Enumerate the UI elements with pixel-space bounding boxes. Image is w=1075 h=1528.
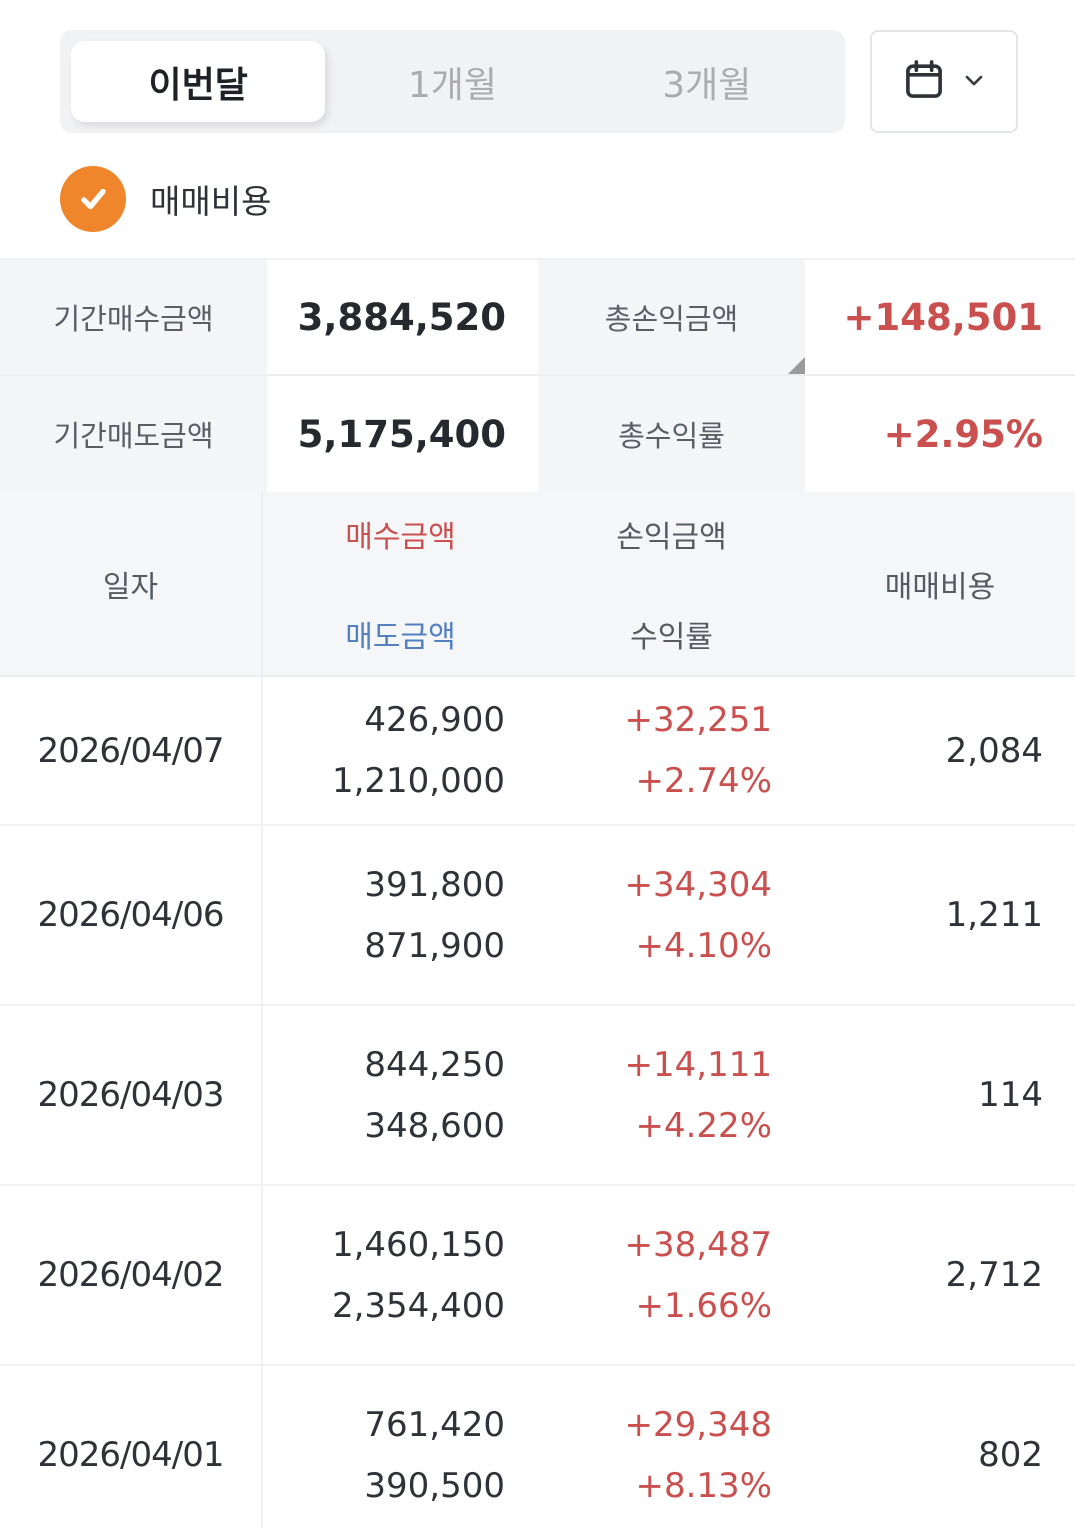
row-pl-amount: +38,487 bbox=[624, 1224, 772, 1265]
header-pl-label: 손익금액 bbox=[616, 519, 727, 555]
row-fee: 802 bbox=[978, 1435, 1043, 1475]
header-buy-sell: 매수금액 매도금액 bbox=[263, 492, 538, 675]
row-buy-amount: 844,250 bbox=[364, 1044, 505, 1085]
row-profit: +29,348 +8.13% bbox=[538, 1366, 805, 1528]
chevron-down-icon bbox=[960, 66, 988, 98]
row-profit: +14,111 +4.22% bbox=[538, 1006, 805, 1184]
period-sell-label: 기간매도금액 bbox=[0, 376, 267, 492]
date-range-button[interactable] bbox=[870, 30, 1018, 133]
row-sell-amount: 2,354,400 bbox=[331, 1285, 505, 1326]
header-buy-label: 매수금액 bbox=[345, 519, 456, 555]
row-profit: +34,304 +4.10% bbox=[538, 826, 805, 1004]
summary-panel: 기간매수금액 3,884,520 총손익금액 +148,501 기간매도금액 5… bbox=[0, 258, 1075, 492]
row-date: 2026/04/06 bbox=[0, 826, 263, 1004]
row-date: 2026/04/03 bbox=[0, 1006, 263, 1184]
row-buy-amount: 391,800 bbox=[364, 864, 505, 905]
row-buy-amount: 426,900 bbox=[364, 700, 505, 740]
row-buy-amount: 1,460,150 bbox=[331, 1224, 505, 1265]
row-pl-rate: +4.10% bbox=[635, 925, 773, 966]
row-buy-sell: 391,800 871,900 bbox=[263, 826, 538, 1004]
table-row[interactable]: 2026/04/02 1,460,150 2,354,400 +38,487 +… bbox=[0, 1186, 1075, 1366]
tab-this-month[interactable]: 이번달 bbox=[71, 41, 326, 122]
row-profit: +38,487 +1.66% bbox=[538, 1186, 805, 1364]
row-buy-amount: 761,420 bbox=[364, 1404, 505, 1445]
row-buy-sell: 426,900 1,210,000 bbox=[263, 677, 538, 824]
fee-filter[interactable]: 매매비용 bbox=[60, 165, 1075, 233]
table-row[interactable]: 2026/04/03 844,250 348,600 +14,111 +4.22… bbox=[0, 1006, 1075, 1186]
row-pl-rate: +1.66% bbox=[635, 1285, 773, 1326]
period-sell-value: 5,175,400 bbox=[267, 376, 538, 492]
header-date: 일자 bbox=[0, 492, 263, 675]
row-pl-amount: +29,348 bbox=[624, 1404, 772, 1445]
row-pl-rate: +8.13% bbox=[635, 1465, 773, 1506]
period-toolbar: 이번달 1개월 3개월 bbox=[60, 30, 1018, 133]
period-buy-value: 3,884,520 bbox=[267, 260, 538, 376]
period-tabs: 이번달 1개월 3개월 bbox=[60, 30, 845, 133]
tab-1-month[interactable]: 1개월 bbox=[407, 64, 498, 106]
header-pl-rate: 손익금액 수익률 bbox=[538, 492, 805, 675]
row-pl-amount: +34,304 bbox=[624, 864, 772, 905]
row-date: 2026/04/02 bbox=[0, 1186, 263, 1364]
corner-indicator-icon bbox=[788, 357, 805, 374]
total-rate-label: 총수익률 bbox=[538, 376, 805, 492]
row-fee: 1,211 bbox=[945, 895, 1043, 935]
table-body: 2026/04/07 426,900 1,210,000 +32,251 +2.… bbox=[0, 677, 1075, 1528]
total-rate-value: +2.95% bbox=[805, 376, 1075, 492]
table-row[interactable]: 2026/04/06 391,800 871,900 +34,304 +4.10… bbox=[0, 826, 1075, 1006]
row-buy-sell: 761,420 390,500 bbox=[263, 1366, 538, 1528]
row-sell-amount: 348,600 bbox=[364, 1105, 505, 1146]
row-fee: 114 bbox=[978, 1075, 1043, 1115]
row-sell-amount: 390,500 bbox=[364, 1465, 505, 1506]
fee-filter-label: 매매비용 bbox=[150, 182, 272, 221]
tab-3-month[interactable]: 3개월 bbox=[662, 64, 752, 106]
header-rate-label: 수익률 bbox=[630, 619, 713, 655]
row-fee: 2,712 bbox=[945, 1255, 1043, 1295]
row-pl-rate: +4.22% bbox=[635, 1105, 773, 1146]
row-pl-amount: +14,111 bbox=[624, 1044, 772, 1085]
row-buy-sell: 844,250 348,600 bbox=[263, 1006, 538, 1184]
calendar-icon bbox=[901, 57, 947, 107]
row-pl-amount: +32,251 bbox=[624, 700, 772, 740]
row-profit: +32,251 +2.74% bbox=[538, 677, 805, 824]
header-sell-label: 매도금액 bbox=[345, 619, 456, 655]
table-row[interactable]: 2026/04/01 761,420 390,500 +29,348 +8.13… bbox=[0, 1366, 1075, 1528]
row-buy-sell: 1,460,150 2,354,400 bbox=[263, 1186, 538, 1364]
row-sell-amount: 871,900 bbox=[364, 925, 505, 966]
table-header: 일자 매수금액 매도금액 손익금액 수익률 매매비용 bbox=[0, 492, 1075, 677]
row-pl-rate: +2.74% bbox=[635, 761, 773, 801]
header-fee: 매매비용 bbox=[884, 569, 996, 605]
total-pl-value: +148,501 bbox=[805, 260, 1075, 376]
row-sell-amount: 1,210,000 bbox=[331, 761, 505, 801]
row-date: 2026/04/01 bbox=[0, 1366, 263, 1528]
period-buy-label: 기간매수금액 bbox=[0, 260, 267, 376]
total-pl-label[interactable]: 총손익금액 bbox=[538, 260, 805, 376]
row-date: 2026/04/07 bbox=[0, 677, 263, 824]
table-row[interactable]: 2026/04/07 426,900 1,210,000 +32,251 +2.… bbox=[0, 677, 1075, 826]
checked-circle-icon[interactable] bbox=[60, 166, 126, 232]
row-fee: 2,084 bbox=[945, 730, 1043, 771]
